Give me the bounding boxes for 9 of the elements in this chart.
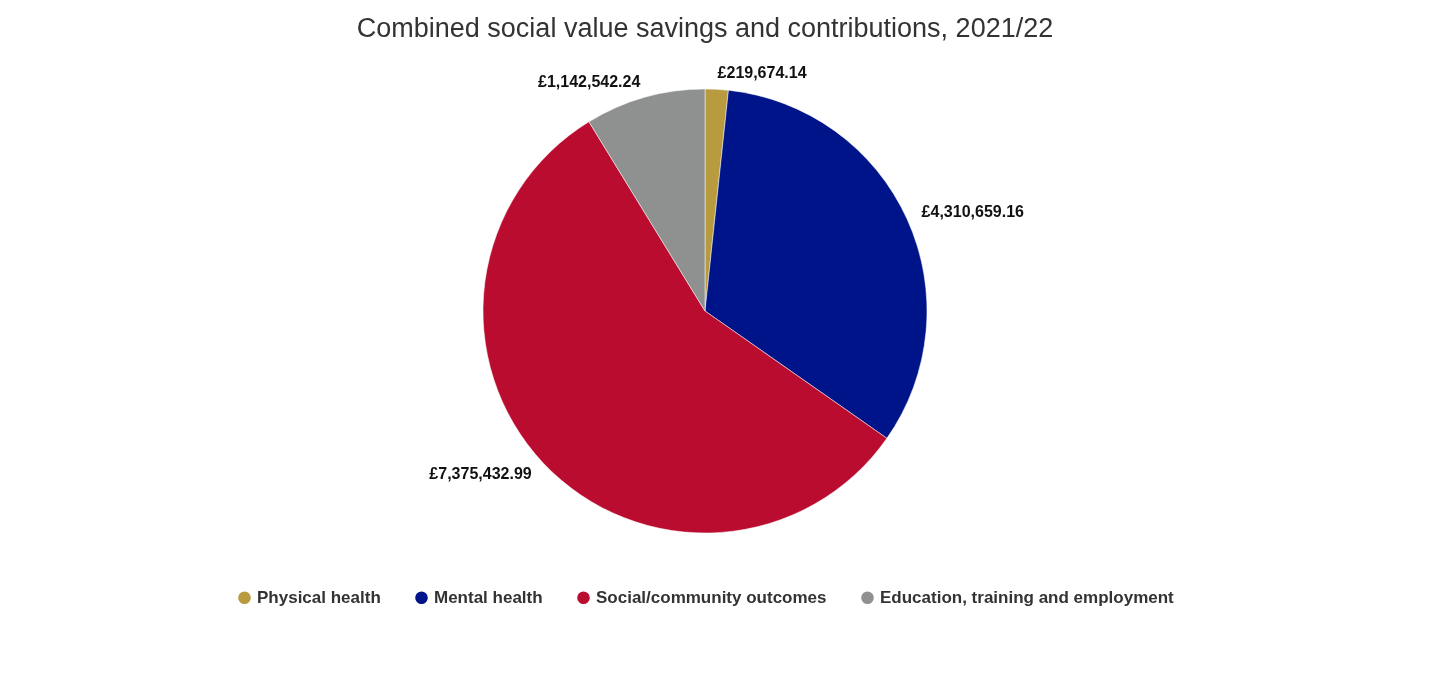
legend-label: Mental health bbox=[434, 587, 543, 607]
legend-label: Physical health bbox=[257, 587, 381, 607]
chart-title: Combined social value savings and contributions, 2021/22 bbox=[356, 13, 1054, 43]
legend-label: Education, training and employment bbox=[880, 587, 1175, 607]
data-label: £7,375,432.99 bbox=[429, 465, 532, 483]
legend-label: Social/community outcomes bbox=[596, 587, 827, 607]
data-label: £4,310,659.16 bbox=[921, 203, 1025, 221]
data-label: £1,142,542.24 bbox=[538, 72, 641, 90]
data-label: £219,674.14 bbox=[717, 64, 807, 82]
